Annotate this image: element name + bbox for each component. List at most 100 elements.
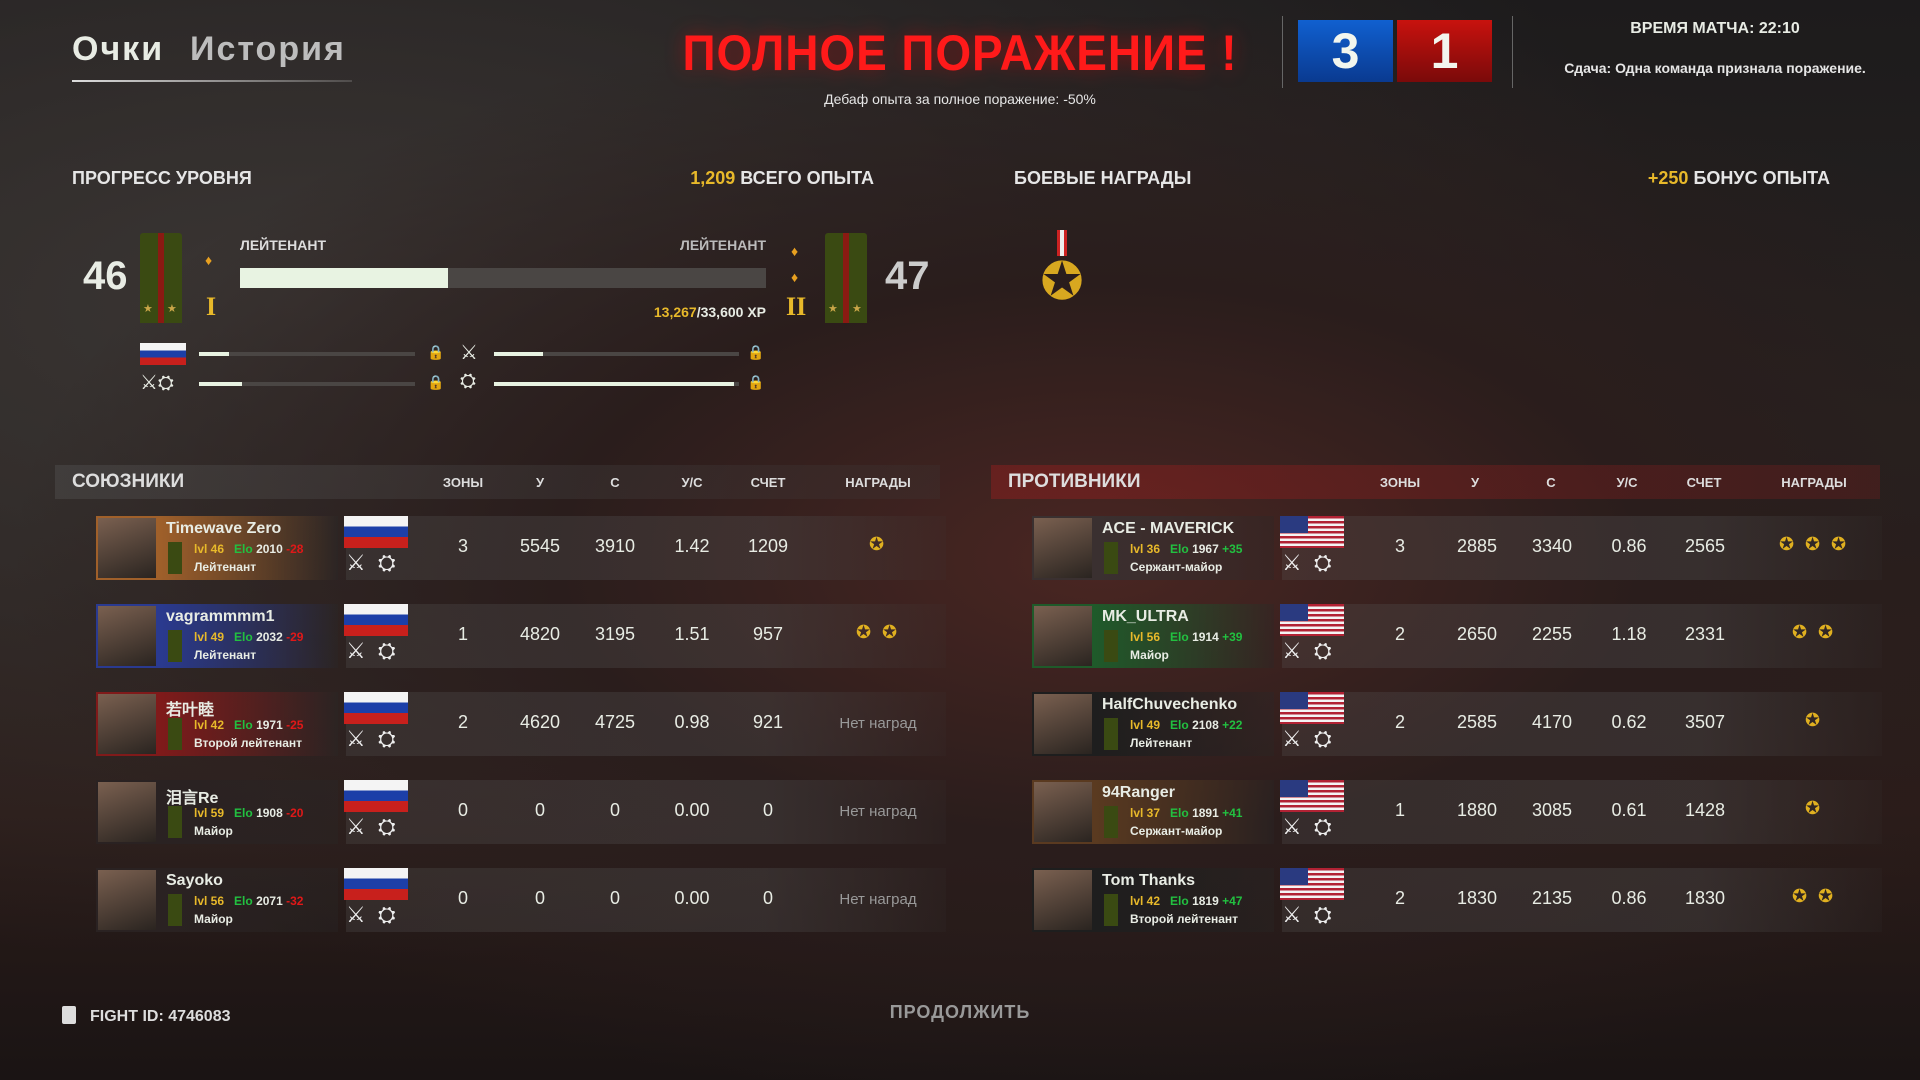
player-avatar[interactable] xyxy=(96,780,158,844)
medal-icon[interactable]: ✪ xyxy=(1792,886,1808,906)
player-avatar[interactable] xyxy=(1032,780,1094,844)
stat-kd: 0.86 xyxy=(1611,888,1647,908)
player-row[interactable]: Sayoko lvl 56 Elo 2071 -32 Майор ⚔ ⛭ 0 0 0 0… xyxy=(96,868,956,932)
col-zones: ЗОНЫ xyxy=(1379,475,1421,490)
stat-k: 0 xyxy=(534,888,546,908)
player-level: lvl 49 xyxy=(1130,718,1161,732)
class-emblem-icon: ⛭ xyxy=(1314,814,1332,839)
rank-insignia-icon xyxy=(168,894,182,926)
tab-history[interactable]: История xyxy=(190,30,346,68)
player-avatar[interactable] xyxy=(96,692,158,756)
copy-icon[interactable] xyxy=(62,1006,76,1024)
player-avatar[interactable] xyxy=(96,868,158,932)
player-level-elo: lvl 42 Elo 1819 +47 xyxy=(1130,894,1242,908)
stat-kd: 1.18 xyxy=(1611,624,1647,644)
usa-flag-icon xyxy=(1280,780,1344,812)
infantry-tank-emblem-icon: ⚔⛭ xyxy=(140,372,174,394)
player-rank: Майор xyxy=(194,912,233,926)
surrender-text: Сдача: Одна команда признала поражение. xyxy=(1564,60,1866,76)
medal-icon[interactable]: ✪ xyxy=(1805,710,1821,730)
rank-insignia-icon xyxy=(1104,894,1118,926)
player-avatar[interactable] xyxy=(1032,868,1094,932)
rank-insignia-icon xyxy=(168,718,182,750)
faction-progress-bar xyxy=(199,352,415,356)
continue-button[interactable]: ПРОДОЛЖИТЬ xyxy=(889,1002,1031,1022)
rank-insignia-icon xyxy=(168,806,182,838)
elo-label: Elo xyxy=(1170,894,1189,908)
player-level: lvl 37 xyxy=(1130,806,1161,820)
russia-flag-icon xyxy=(344,604,408,636)
player-row[interactable]: 泪言Re lvl 59 Elo 1908 -20 Майор ⚔ ⛭ 0 0 0 0.0… xyxy=(96,780,956,844)
stat-zones: 1 xyxy=(1394,800,1406,820)
player-row[interactable]: HalfChuvechenko lvl 49 Elo 2108 +22 Лейт… xyxy=(1032,692,1892,756)
player-row[interactable]: ACE - MAVERICK lvl 36 Elo 1967 +35 Сержа… xyxy=(1032,516,1892,580)
medal-icon[interactable]: ✪ xyxy=(1779,534,1795,554)
player-avatar[interactable] xyxy=(1032,692,1094,756)
elo-delta: -25 xyxy=(286,718,304,732)
player-avatar[interactable] xyxy=(96,516,158,580)
stat-kd: 0.00 xyxy=(674,800,710,820)
medal-icon[interactable]: ✪ xyxy=(1831,534,1847,554)
player-name: MK_ULTRA xyxy=(1102,608,1189,625)
player-row[interactable]: vagrammmm1 lvl 49 Elo 2032 -29 Лейтенант… xyxy=(96,604,956,668)
xp-total: /33,600 XP xyxy=(696,304,766,320)
player-row[interactable]: Tom Thanks lvl 42 Elo 1819 +47 Второй ле… xyxy=(1032,868,1892,932)
rank-pip-icon: ♦ xyxy=(205,252,213,268)
player-avatar[interactable] xyxy=(96,604,158,668)
player-row[interactable]: MK_ULTRA lvl 56 Elo 1914 +39 Майор ⚔ ⛭ 2 2… xyxy=(1032,604,1892,668)
player-card: MK_ULTRA lvl 56 Elo 1914 +39 Майор xyxy=(1094,604,1274,668)
medal-icon[interactable]: ✪ xyxy=(856,622,872,642)
player-elo: 2071 xyxy=(256,894,283,908)
tab-points[interactable]: Очки xyxy=(72,30,165,68)
rank-insignia-icon xyxy=(1104,718,1118,750)
class-emblem-icon: ⛭ xyxy=(378,550,396,575)
player-rank: Второй лейтенант xyxy=(1130,912,1239,926)
class-emblem-icon: ⚔ xyxy=(346,902,366,927)
medal-icon[interactable]: ✪ xyxy=(1805,798,1821,818)
player-level: lvl 56 xyxy=(194,894,225,908)
medal-icon[interactable]: ✪ xyxy=(1818,622,1834,642)
stat-kd: 0.62 xyxy=(1611,712,1647,732)
col-score: СЧЕТ xyxy=(1686,475,1722,490)
total-xp-value: 1,209 xyxy=(690,168,736,188)
current-level: 46 xyxy=(83,254,128,298)
medal-icon[interactable]: ✪ xyxy=(1818,886,1834,906)
class-emblem-icon: ⚔ xyxy=(346,550,366,575)
class-emblem-icon: ⛭ xyxy=(1314,638,1332,663)
medal-icon[interactable]: ✪ xyxy=(882,622,898,642)
class-emblem-icon: ⛭ xyxy=(378,814,396,839)
elo-delta: +35 xyxy=(1222,542,1243,556)
player-row[interactable]: Timewave Zero lvl 46 Elo 2010 -28 Лейтен… xyxy=(96,516,956,580)
player-row[interactable]: 94Ranger lvl 37 Elo 1891 +41 Сержант-май… xyxy=(1032,780,1892,844)
enemies-title: ПРОТИВНИКИ xyxy=(1008,471,1141,492)
stat-k: 1880 xyxy=(1456,800,1498,820)
player-rank: Майор xyxy=(1130,648,1169,662)
col-awards: НАГРАДЫ xyxy=(845,475,911,490)
player-elo: 1908 xyxy=(256,806,283,820)
fight-id: FIGHT ID: 4746083 xyxy=(90,1008,231,1025)
total-xp: 1,209 ВСЕГО ОПЫТА xyxy=(690,168,874,189)
stat-zones: 1 xyxy=(457,624,469,644)
player-name: 94Ranger xyxy=(1102,784,1175,801)
player-row[interactable]: 若叶睦 lvl 42 Elo 1971 -25 Второй лейтенант… xyxy=(96,692,956,756)
medal-icon[interactable]: ✪ xyxy=(869,534,885,554)
usa-flag-icon xyxy=(1280,516,1344,548)
elo-delta: +22 xyxy=(1222,718,1243,732)
stat-zones: 2 xyxy=(1394,624,1406,644)
class-emblem-icon: ⚔ xyxy=(346,726,366,751)
xp-debuff-text: Дебаф опыта за полное поражение: -50% xyxy=(824,91,1096,107)
medal-icon[interactable]: ✪ xyxy=(1805,534,1821,554)
stats-background xyxy=(1282,516,1882,580)
player-avatar[interactable] xyxy=(1032,604,1094,668)
medal-icon[interactable]: ✪ xyxy=(1792,622,1808,642)
match-time: ВРЕМЯ МАТЧА: 22:10 xyxy=(1630,20,1800,37)
stat-score: 1830 xyxy=(1684,888,1726,908)
class-emblem-icon: ⛭ xyxy=(378,726,396,751)
player-rank: Майор xyxy=(194,824,233,838)
stat-kd: 0.61 xyxy=(1611,800,1647,820)
rank-next: ЛЕЙТЕНАНТ xyxy=(680,237,766,253)
player-avatar[interactable] xyxy=(1032,516,1094,580)
stat-k: 2885 xyxy=(1456,536,1498,556)
usa-flag-icon xyxy=(1280,692,1344,724)
player-name: HalfChuvechenko xyxy=(1102,696,1238,713)
